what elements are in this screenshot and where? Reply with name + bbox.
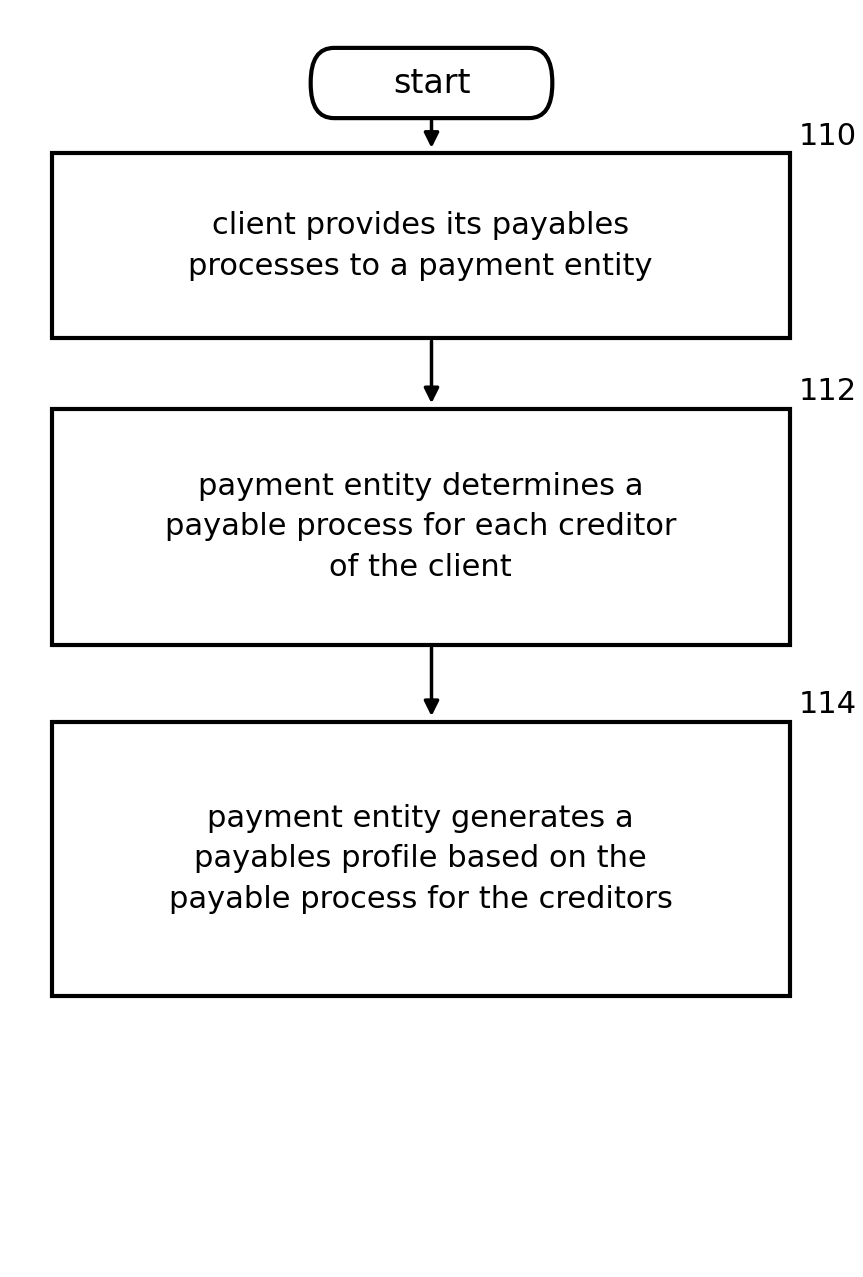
FancyBboxPatch shape: [311, 47, 552, 117]
FancyBboxPatch shape: [52, 409, 790, 645]
Text: client provides its payables
processes to a payment entity: client provides its payables processes t…: [188, 211, 653, 281]
Text: start: start: [393, 66, 470, 100]
Text: 112: 112: [798, 377, 856, 406]
Text: payment entity generates a
payables profile based on the
payable process for the: payment entity generates a payables prof…: [169, 803, 672, 914]
FancyBboxPatch shape: [52, 722, 790, 996]
FancyBboxPatch shape: [52, 153, 790, 338]
Text: 114: 114: [798, 690, 856, 719]
Text: payment entity determines a
payable process for each creditor
of the client: payment entity determines a payable proc…: [165, 471, 677, 582]
Text: 110: 110: [798, 121, 856, 151]
